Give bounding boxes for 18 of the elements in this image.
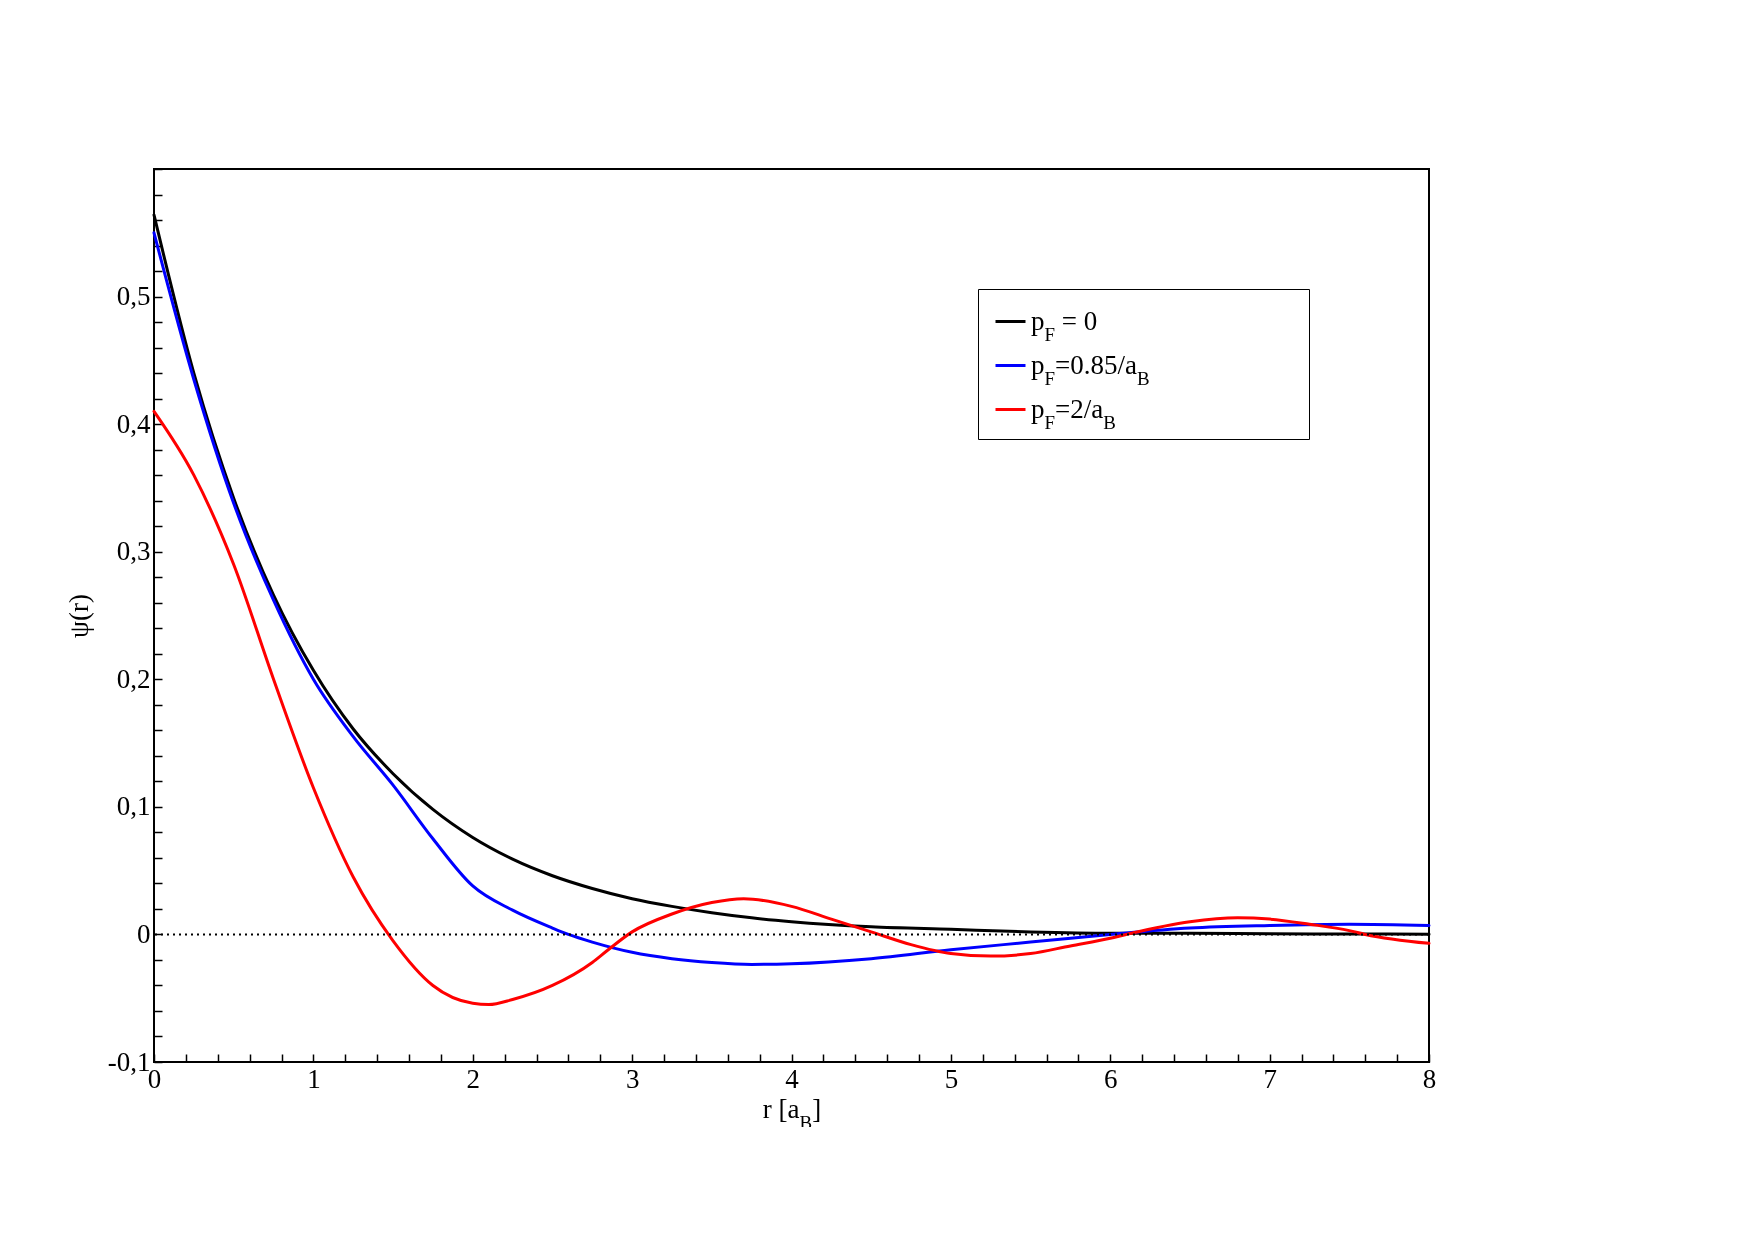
- legend-label: p$_{F}$=2/a$_{B}$: [1031, 393, 1116, 432]
- y-tick-label: 0,5: [116, 281, 151, 312]
- x-tick-label: 3: [625, 1063, 640, 1094]
- x-tick-label: 8: [1422, 1063, 1437, 1094]
- y-tick-label: 0,3: [116, 536, 151, 567]
- y-tick-label: 0,2: [116, 663, 151, 694]
- legend-label: p$_{F}$ = 0: [1031, 305, 1098, 344]
- y-tick-label: 0: [137, 918, 151, 949]
- y-tick-label: 0,1: [116, 791, 151, 822]
- legend-label: p$_{F}$=0.85/a$_{B}$: [1031, 349, 1150, 388]
- x-tick-label: 7: [1263, 1063, 1277, 1094]
- y-axis-title: ψ(r): [63, 594, 94, 638]
- x-tick-label: 6: [1104, 1063, 1118, 1094]
- x-tick-label: 5: [944, 1063, 959, 1094]
- y-tick-label: 0,4: [116, 408, 151, 439]
- x-tick-label: 4: [785, 1063, 800, 1094]
- x-tick-label: 2: [466, 1063, 480, 1094]
- x-tick-label: 1: [307, 1063, 321, 1094]
